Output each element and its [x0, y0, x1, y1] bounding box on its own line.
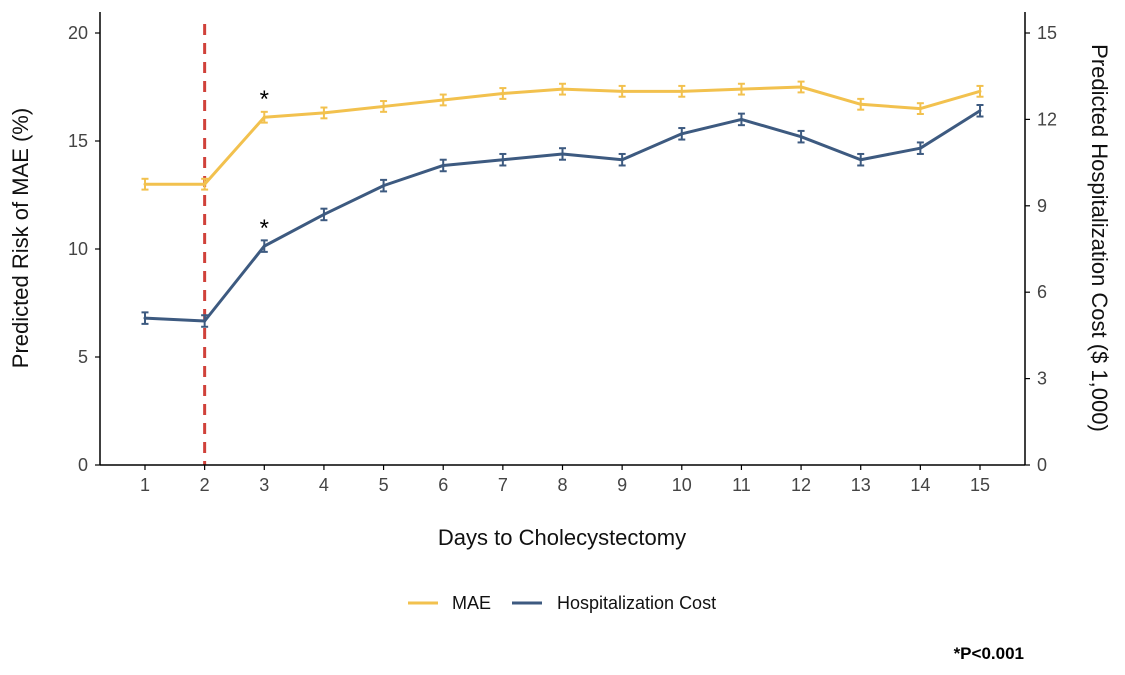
data-point-hospitalization-cost-day-2 [203, 319, 207, 323]
data-point-hospitalization-cost-day-14 [918, 146, 922, 150]
significance-asterisk-hospitalization-cost: * [260, 215, 269, 242]
series-mae [141, 80, 984, 191]
x-tick-label-15: 15 [970, 475, 990, 495]
x-tick-label-13: 13 [851, 475, 871, 495]
data-point-hospitalization-cost-day-4 [322, 212, 326, 216]
data-point-hospitalization-cost-day-3 [262, 244, 266, 248]
x-tick-label-12: 12 [791, 475, 811, 495]
x-tick-label-2: 2 [200, 475, 210, 495]
x-tick-label-4: 4 [319, 475, 329, 495]
data-point-mae-day-15 [978, 89, 982, 93]
legend-label-hospitalization-cost: Hospitalization Cost [557, 593, 716, 613]
data-point-mae-day-1 [143, 182, 147, 186]
left-tick-label: 20 [68, 23, 88, 43]
right-y-axis-title: Predicted Hospitalization Cost ($ 1,000) [1087, 44, 1112, 432]
data-point-mae-day-13 [859, 102, 863, 106]
x-tick-label-8: 8 [557, 475, 567, 495]
x-tick-label-5: 5 [379, 475, 389, 495]
data-point-hospitalization-cost-day-15 [978, 109, 982, 113]
series-line-hospitalization-cost [144, 109, 981, 323]
data-point-hospitalization-cost-day-1 [143, 316, 147, 320]
data-point-mae-day-9 [620, 89, 624, 93]
data-point-hospitalization-cost-day-13 [859, 158, 863, 162]
data-point-hospitalization-cost-day-11 [739, 117, 743, 121]
data-point-mae-day-12 [799, 85, 803, 89]
data-point-mae-day-2 [203, 182, 207, 186]
data-point-mae-day-4 [322, 111, 326, 115]
data-point-hospitalization-cost-day-7 [501, 158, 505, 162]
x-tick-label-1: 1 [140, 475, 150, 495]
left-tick-label: 5 [78, 347, 88, 367]
x-axis-title: Days to Cholecystectomy [438, 525, 686, 550]
data-point-hospitalization-cost-day-6 [441, 163, 445, 167]
legend-label-mae: MAE [452, 593, 491, 613]
x-tick-label-14: 14 [910, 475, 930, 495]
right-tick-label: 6 [1037, 282, 1047, 302]
left-tick-label: 15 [68, 131, 88, 151]
data-point-hospitalization-cost-day-9 [620, 158, 624, 162]
left-tick-label: 10 [68, 239, 88, 259]
data-point-mae-day-3 [262, 115, 266, 119]
data-point-mae-day-6 [441, 98, 445, 102]
data-point-hospitalization-cost-day-10 [680, 132, 684, 136]
data-point-hospitalization-cost-day-8 [561, 152, 564, 156]
data-point-hospitalization-cost-day-12 [799, 135, 803, 139]
right-tick-label: 12 [1037, 109, 1057, 129]
x-tick-label-10: 10 [672, 475, 692, 495]
data-point-mae-day-5 [382, 104, 386, 108]
data-point-mae-day-10 [680, 89, 684, 93]
data-point-mae-day-7 [501, 91, 505, 95]
data-point-hospitalization-cost-day-5 [382, 184, 386, 188]
x-tick-label-7: 7 [498, 475, 508, 495]
x-tick-label-3: 3 [259, 475, 269, 495]
significance-asterisk-mae: * [260, 86, 269, 113]
x-tick-label-9: 9 [617, 475, 627, 495]
data-point-mae-day-8 [561, 87, 564, 91]
right-tick-label: 0 [1037, 455, 1047, 475]
left-y-axis-title: Predicted Risk of MAE (%) [8, 108, 33, 368]
right-tick-label: 3 [1037, 369, 1047, 389]
x-tick-label-6: 6 [438, 475, 448, 495]
series-hospitalization-cost [141, 104, 984, 328]
data-point-mae-day-11 [739, 87, 743, 91]
x-tick-label-11: 11 [732, 475, 751, 495]
series-line-mae [145, 85, 981, 186]
data-point-mae-day-14 [918, 107, 922, 111]
legend: MAE Hospitalization Cost [408, 593, 716, 613]
left-tick-label: 0 [78, 455, 88, 475]
significance-footnote: *P<0.001 [954, 644, 1024, 663]
right-tick-label: 15 [1037, 23, 1057, 43]
right-tick-label: 9 [1037, 196, 1047, 216]
